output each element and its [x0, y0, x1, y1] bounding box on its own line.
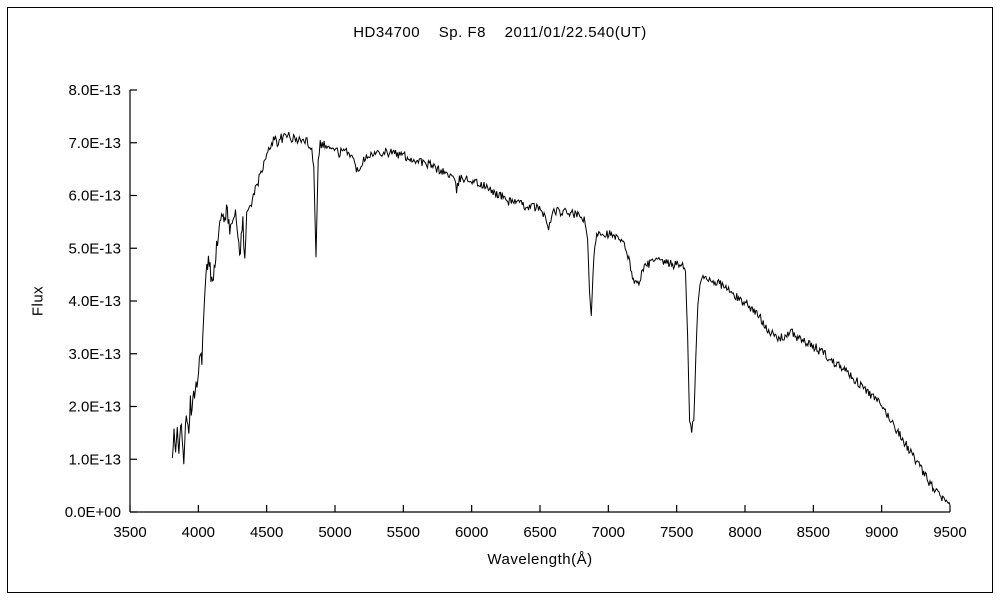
x-tick-label: 5000: [318, 524, 351, 541]
x-tick-label: 3500: [113, 524, 146, 541]
x-tick-label: 4500: [250, 524, 283, 541]
x-tick-label: 8000: [728, 524, 761, 541]
x-tick-label: 5500: [387, 524, 420, 541]
x-tick-label: 6500: [523, 524, 556, 541]
chart-title: HD34700 Sp. F8 2011/01/22.540(UT): [353, 24, 647, 41]
spectrum-line: [171, 131, 951, 506]
x-tick-label: 7500: [660, 524, 693, 541]
x-tick-label: 9000: [865, 524, 898, 541]
x-tick-label: 4000: [182, 524, 215, 541]
y-tick-label: 6.0E-13: [68, 188, 121, 205]
x-tick-label: 8500: [797, 524, 830, 541]
y-tick-label: 7.0E-13: [68, 135, 121, 152]
y-tick-label: 0.0E+00: [65, 504, 121, 521]
y-tick-label: 3.0E-13: [68, 346, 121, 363]
y-tick-label: 8.0E-13: [68, 82, 121, 99]
x-axis-title: Wavelength(Å): [487, 551, 593, 568]
x-tick-label: 6000: [455, 524, 488, 541]
y-tick-label: 4.0E-13: [68, 293, 121, 310]
x-tick-label: 7000: [592, 524, 625, 541]
x-tick-label: 9500: [933, 524, 966, 541]
y-tick-label: 5.0E-13: [68, 240, 121, 257]
y-tick-label: 2.0E-13: [68, 399, 121, 416]
y-tick-label: 1.0E-13: [68, 451, 121, 468]
